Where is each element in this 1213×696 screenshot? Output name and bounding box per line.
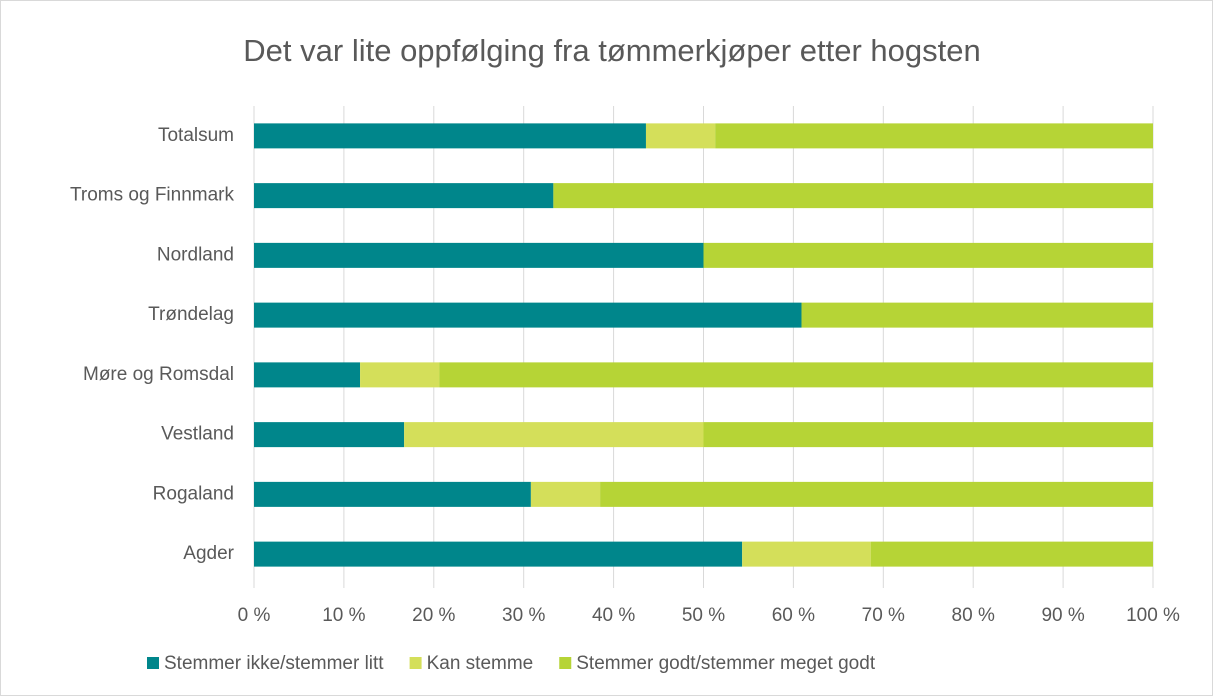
x-tick-label: 0 % (238, 605, 271, 626)
y-tick-label: Trøndelag (148, 304, 234, 325)
y-tick-label: Agder (183, 543, 234, 564)
y-tick-label: Møre og Romsdal (83, 364, 234, 385)
y-tick-label: Vestland (161, 424, 234, 445)
bar-segment (801, 302, 1153, 328)
bar-segment (439, 362, 1154, 388)
chart-title: Det var lite oppfølging fra tømmerkjøper… (243, 33, 980, 68)
bar-segment (715, 123, 1153, 149)
x-tick-label: 70 % (862, 605, 905, 626)
bar-segment (254, 302, 802, 328)
bar-segment (870, 541, 1153, 567)
x-tick-label: 50 % (682, 605, 725, 626)
x-tick-label: 80 % (952, 605, 995, 626)
bar-segment (254, 362, 361, 388)
bar-segment (254, 541, 743, 567)
bar-segment (254, 183, 554, 209)
y-tick-label: Nordland (157, 244, 234, 265)
bar-segment (600, 481, 1153, 507)
bar-segment (645, 123, 716, 149)
legend-label: Stemmer godt/stemmer meget godt (576, 653, 876, 674)
bar-segment (360, 362, 440, 388)
bar-segment (530, 481, 601, 507)
bar-segment (254, 422, 405, 448)
x-tick-label: 90 % (1041, 605, 1084, 626)
y-tick-label: Totalsum (158, 125, 234, 146)
x-tick-label: 40 % (592, 605, 635, 626)
bar-segment (254, 242, 704, 268)
bar-segment (404, 422, 704, 448)
x-tick-label: 20 % (412, 605, 455, 626)
legend-swatch (147, 657, 159, 669)
legend-swatch (559, 657, 572, 669)
bar-segment (553, 183, 1153, 209)
legend-swatch (409, 657, 422, 669)
x-tick-label: 10 % (322, 605, 365, 626)
x-tick-label: 30 % (502, 605, 545, 626)
bar-segment (742, 541, 871, 567)
bar-segment (703, 422, 1153, 448)
x-tick-label: 100 % (1126, 605, 1180, 626)
y-tick-label: Rogaland (153, 483, 234, 504)
bar-segment (254, 123, 646, 149)
bar-segment (254, 481, 531, 507)
legend-label: Kan stemme (427, 653, 534, 674)
legend-label: Stemmer ikke/stemmer litt (164, 653, 384, 674)
bar-segment (703, 242, 1153, 268)
x-tick-label: 60 % (772, 605, 815, 626)
y-tick-label: Troms og Finnmark (70, 185, 234, 206)
